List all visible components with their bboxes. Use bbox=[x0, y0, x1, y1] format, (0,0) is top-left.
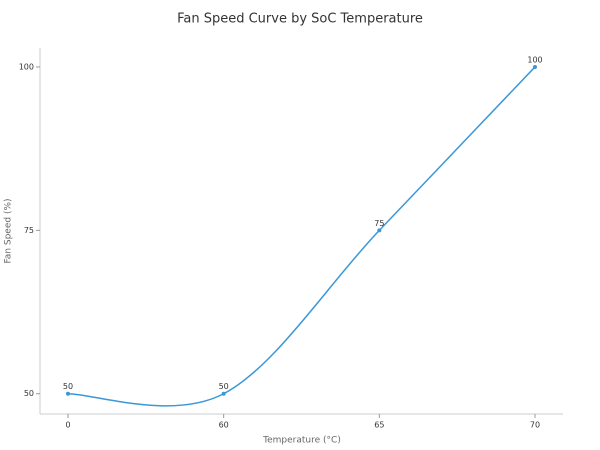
point bbox=[377, 228, 382, 233]
line bbox=[67, 66, 536, 407]
x-tick-label: 65 bbox=[374, 421, 384, 430]
x-tick-label: 60 bbox=[219, 421, 229, 430]
point bbox=[221, 391, 226, 396]
data-label: 100 bbox=[527, 55, 542, 64]
chart-title: Fan Speed Curve by SoC Temperature bbox=[177, 12, 423, 27]
data-label: 50 bbox=[63, 382, 73, 391]
point bbox=[533, 64, 537, 69]
point bbox=[66, 391, 70, 396]
y-tick-label: 50 bbox=[24, 389, 34, 398]
data-label: 75 bbox=[374, 219, 384, 228]
data-label: 50 bbox=[219, 382, 229, 391]
x-axis-title: Temperature (°C) bbox=[262, 436, 341, 446]
x-tick-label: 0 bbox=[65, 421, 70, 430]
y-tick-label: 75 bbox=[24, 226, 34, 235]
y-tick-label: 100 bbox=[19, 62, 34, 71]
x-tick-label: 70 bbox=[530, 421, 540, 430]
y-axis-title: Fan Speed (%) bbox=[4, 198, 14, 263]
